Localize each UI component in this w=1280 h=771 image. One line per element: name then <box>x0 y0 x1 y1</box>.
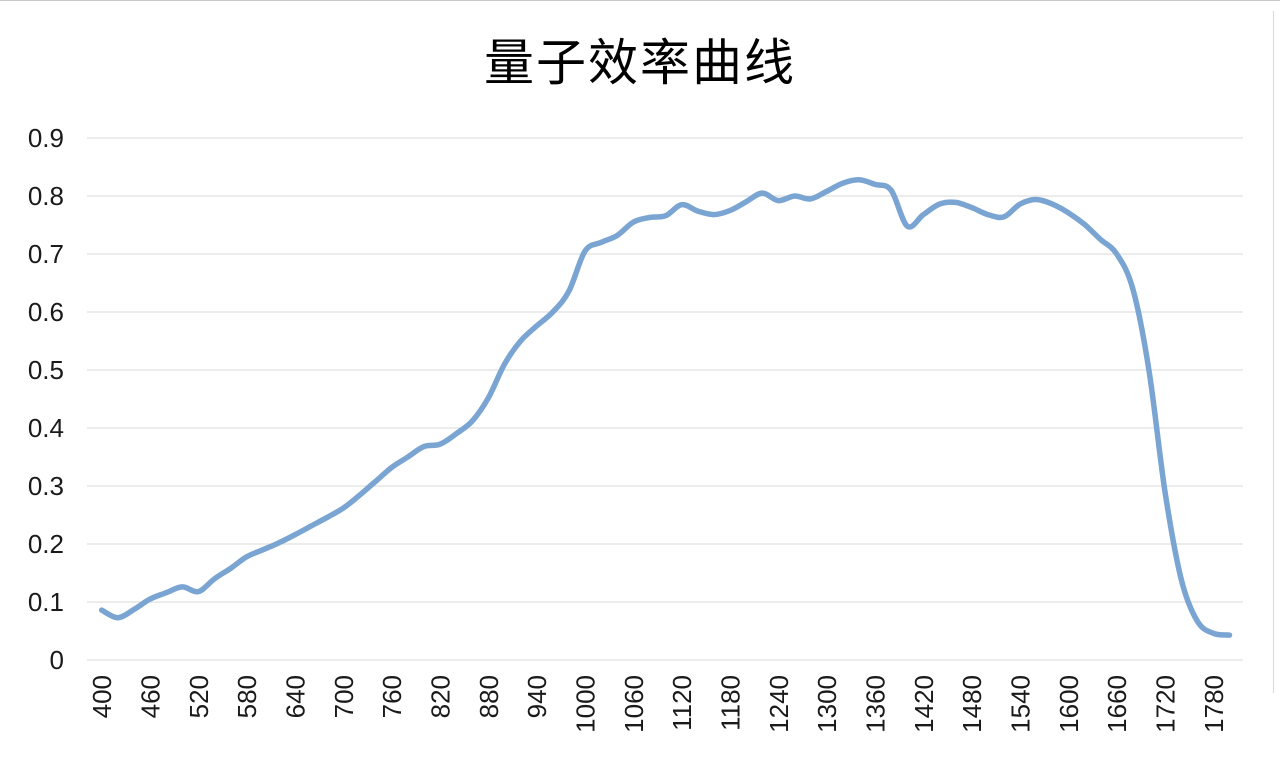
x-tick-label: 580 <box>232 675 262 718</box>
x-tick-label: 1600 <box>1054 675 1084 733</box>
y-tick-label: 0.4 <box>28 413 64 443</box>
x-tick-label: 1120 <box>667 675 697 731</box>
x-tick-label: 1480 <box>957 675 987 733</box>
chart-title: 量子效率曲线 <box>484 35 796 91</box>
x-tick-label: 1540 <box>1006 675 1036 733</box>
x-tick-label: 940 <box>522 675 552 718</box>
x-tick-label: 1000 <box>571 675 601 733</box>
x-tick-label: 520 <box>184 675 214 718</box>
y-tick-label: 0.2 <box>28 529 64 559</box>
x-axis-tick-labels: 400 460 520 580 640 700 760 820 880 940 1000 1060 11… <box>87 675 1229 733</box>
x-tick-label: 1420 <box>909 675 939 733</box>
x-tick-label: 1300 <box>812 675 842 733</box>
x-tick-label: 760 <box>377 675 407 718</box>
x-tick-label: 1660 <box>1102 675 1132 733</box>
x-tick-label: 1720 <box>1151 675 1181 733</box>
y-tick-label: 0.9 <box>28 123 64 153</box>
x-tick-label: 1180 <box>716 675 746 731</box>
x-tick-label: 400 <box>87 675 117 718</box>
x-tick-label: 640 <box>281 675 311 718</box>
y-tick-label: 0 <box>50 645 64 675</box>
x-tick-label: 700 <box>329 675 359 718</box>
x-tick-label: 1240 <box>764 675 794 733</box>
x-tick-label: 1360 <box>861 675 891 733</box>
y-tick-label: 0.6 <box>28 297 64 327</box>
qe-curve-line-series <box>98 177 1233 638</box>
x-tick-label: 880 <box>474 675 504 718</box>
x-tick-label: 1780 <box>1199 675 1229 733</box>
y-tick-label: 0.7 <box>28 239 64 269</box>
x-tick-label: 1060 <box>619 675 649 733</box>
x-tick-label: 460 <box>136 675 166 718</box>
y-tick-label: 0.5 <box>28 355 64 385</box>
y-tick-label: 0.3 <box>28 471 64 501</box>
x-tick-label: 820 <box>426 675 456 718</box>
y-tick-label: 0.1 <box>28 587 64 617</box>
y-axis-tick-labels: 0.9 0.8 0.7 0.6 0.5 0.4 0.3 0.2 0.1 0 <box>28 123 64 675</box>
y-tick-label: 0.8 <box>28 181 64 211</box>
